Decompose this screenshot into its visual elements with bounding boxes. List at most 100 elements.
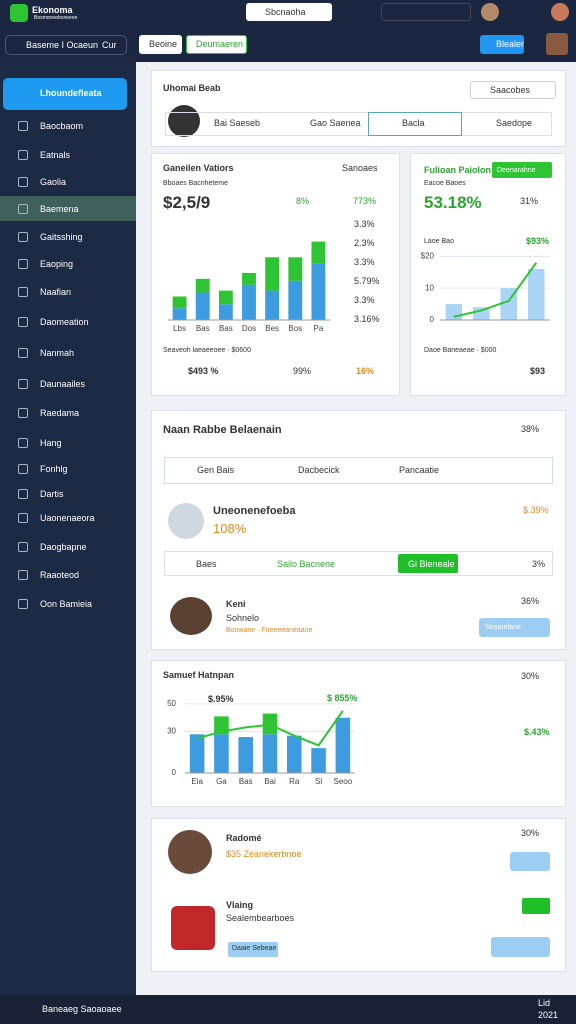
list-value: 2.3% (354, 238, 375, 248)
search-box[interactable] (381, 3, 471, 21)
list-value: 3.3% (354, 295, 375, 305)
bar (189, 734, 205, 773)
list-value: 3.3% (354, 257, 375, 267)
annotation: $.43% (524, 727, 550, 737)
x-tick-label: Bes (265, 324, 279, 333)
list-value: 5.79% (354, 276, 380, 286)
search-text: Sbcnaoha (265, 7, 306, 17)
avatar[interactable] (551, 3, 569, 21)
bar (287, 735, 302, 773)
card-title: Naan Rabbe Belaenain (163, 424, 282, 436)
logo-icon (10, 4, 28, 22)
y-tick-label: 0 (430, 315, 435, 324)
pct: 30% (521, 828, 540, 838)
button-label: Gi Bieneale (408, 559, 455, 569)
active-nav[interactable] (3, 78, 127, 110)
row-text: Baes (196, 559, 217, 569)
x-tick-label: Eia (191, 777, 203, 786)
person-meta: Boowane · Foeeeeaneaane (226, 627, 313, 634)
item-meta: $35 Zeanekerbnoe (226, 849, 302, 859)
avatar (168, 503, 204, 539)
nav-icon (18, 287, 28, 297)
annotation: $ 855% (327, 693, 358, 703)
search-box[interactable] (5, 35, 127, 55)
footer: Seaveoh laeaeeoee · $0600 (163, 347, 251, 354)
nav-icon (18, 489, 28, 499)
nav-highlight (0, 196, 136, 221)
button[interactable] (522, 898, 550, 914)
search-box[interactable] (470, 81, 556, 99)
bar (172, 308, 187, 320)
button[interactable] (398, 554, 458, 573)
card (151, 70, 566, 147)
pct: 38% (521, 424, 540, 434)
avatar[interactable] (481, 3, 499, 21)
item-name: Vlaing (226, 900, 254, 910)
kpi: $493 % (188, 366, 219, 376)
bar (242, 284, 256, 320)
kpi: 99% (293, 366, 312, 376)
nav-item: Daunaailes (40, 379, 86, 389)
item-meta: Sealembearboes (226, 913, 295, 923)
card-title: Ganeilen Vatiors (163, 163, 234, 173)
bar (195, 292, 210, 320)
nav-icon (18, 379, 28, 389)
nav-icon (18, 348, 28, 358)
y-tick-label: 30 (167, 727, 176, 736)
tag: Daaie Sebeae (232, 945, 277, 952)
search-box[interactable] (246, 3, 332, 21)
nav-icon (18, 121, 28, 131)
button[interactable] (228, 942, 278, 957)
name: Bai Saeseb (214, 118, 261, 128)
stat: 31% (520, 196, 539, 206)
card-title: Fulioan Paiolon (424, 165, 491, 175)
button-label: Blealer (496, 39, 525, 49)
pct: 36% (521, 596, 540, 606)
peak: $93% (526, 236, 550, 246)
nav-icon (18, 259, 28, 269)
date: 2021 (538, 1010, 559, 1020)
x-tick-label: Sl (315, 777, 322, 786)
nav-item: Naafian (40, 287, 72, 297)
person-role: Sohnelo (226, 613, 260, 623)
avatar[interactable] (546, 33, 568, 55)
taskbar (0, 995, 576, 1024)
bar (238, 737, 253, 773)
row-text: Sailo Bacnene (277, 559, 336, 569)
search-text: Baseme I Ocaeun (26, 40, 99, 50)
nav-item: Gaolia (40, 177, 67, 187)
tab[interactable] (139, 35, 182, 54)
button[interactable] (492, 162, 552, 178)
logo: Ekonoma (32, 5, 73, 15)
bar (218, 304, 233, 320)
tab-label: Bacla (402, 118, 425, 128)
subtitle: Eacoe Baoes (424, 180, 466, 187)
nav-item: Raedama (40, 408, 80, 418)
button[interactable] (510, 852, 550, 871)
nav-icon (18, 570, 28, 580)
nav-item: Nanmah (40, 348, 75, 358)
tab[interactable] (186, 35, 247, 54)
kpi: $93 (530, 366, 546, 376)
footer: Daoe Baneaeae · $000 (424, 347, 497, 354)
tab-label: Pancaatie (399, 465, 440, 475)
button-label: Seaarelane (485, 624, 521, 631)
annotation: $.95% (208, 694, 234, 704)
button[interactable] (480, 35, 524, 54)
tab-label: Dacbecick (298, 465, 340, 475)
item-name: Uneonenefoeba (213, 505, 296, 517)
label: Laoe Bao (424, 238, 454, 245)
button[interactable] (491, 937, 550, 957)
value: 53.18% (424, 193, 482, 212)
tab-active[interactable] (368, 112, 462, 136)
row (164, 551, 553, 576)
x-tick-label: Bas (219, 324, 233, 333)
item-change: $.39% (523, 505, 549, 515)
x-tick-label: Bos (288, 324, 302, 333)
item-name: Radomé (226, 833, 262, 843)
tab-bar (164, 457, 553, 484)
tab-label: Saedope (496, 118, 533, 128)
nav-icon (18, 204, 28, 214)
search-suffix: Cur (102, 40, 117, 50)
button[interactable] (479, 618, 550, 637)
